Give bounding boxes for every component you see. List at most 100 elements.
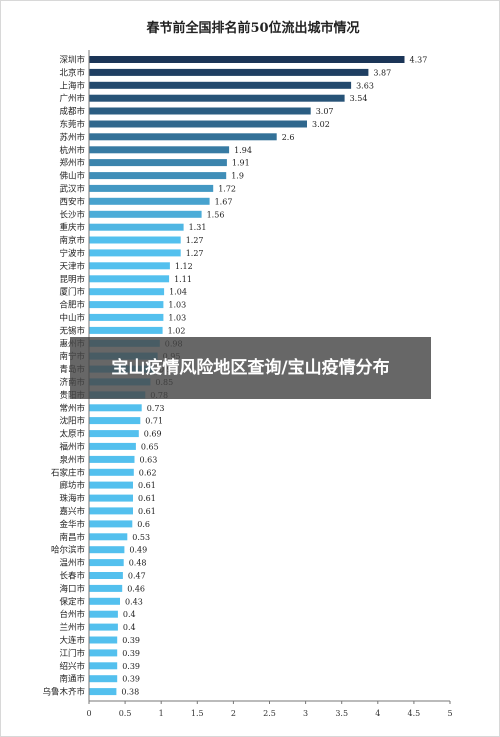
category-label: 成都市 xyxy=(59,106,85,117)
bar xyxy=(89,520,133,528)
category-label: 重庆市 xyxy=(59,222,85,233)
category-label: 江门市 xyxy=(59,648,85,659)
value-label: 0.39 xyxy=(122,662,140,671)
value-label: 3.02 xyxy=(312,120,330,129)
x-tick-label: 4 xyxy=(375,709,380,718)
value-label: 3.63 xyxy=(356,81,374,90)
category-label: 西安市 xyxy=(59,196,85,207)
category-label: 常州市 xyxy=(59,403,85,414)
bars-layer: 深圳市 4.37 北京市 3.87 上海市 3.63 广州市 3.54 成都市 3.07 东莞市 3.… xyxy=(42,55,427,698)
bar xyxy=(89,546,125,554)
x-tick-label: 2 xyxy=(231,709,236,718)
category-label: 嘉兴市 xyxy=(59,506,85,517)
x-tick-label: 0 xyxy=(86,709,91,718)
value-label: 4.37 xyxy=(410,56,428,65)
bar xyxy=(89,159,227,167)
bar xyxy=(89,455,135,463)
value-label: 0.6 xyxy=(137,520,150,529)
category-label: 大连市 xyxy=(59,635,85,646)
value-label: 1.02 xyxy=(168,326,186,335)
bar xyxy=(89,262,170,270)
value-label: 1.94 xyxy=(234,146,252,155)
value-label: 0.65 xyxy=(141,442,159,451)
category-label: 海口市 xyxy=(59,583,85,594)
overlay-caption: 宝山疫情风险地区查询/宝山疫情分布 xyxy=(111,358,390,378)
bar xyxy=(89,223,184,231)
value-label: 0.49 xyxy=(129,546,147,555)
bar xyxy=(89,249,181,257)
category-label: 保定市 xyxy=(59,596,85,607)
value-label: 0.61 xyxy=(138,481,156,490)
bar xyxy=(89,275,170,283)
value-label: 0.39 xyxy=(122,675,140,684)
bar xyxy=(89,481,133,489)
category-label: 兰州市 xyxy=(59,622,85,633)
category-label: 合肥市 xyxy=(59,300,85,311)
value-label: 0.4 xyxy=(123,623,136,632)
value-label: 1.9 xyxy=(231,172,244,181)
value-label: 1.27 xyxy=(186,249,204,258)
bar xyxy=(89,107,311,115)
value-label: 1.27 xyxy=(186,236,204,245)
category-label: 杭州市 xyxy=(59,145,85,156)
category-label: 沈阳市 xyxy=(59,416,85,427)
category-label: 天津市 xyxy=(59,261,85,272)
category-label: 南通市 xyxy=(59,674,85,685)
category-label: 无锡市 xyxy=(59,325,85,336)
value-label: 0.47 xyxy=(128,572,146,581)
category-label: 昆明市 xyxy=(59,274,85,285)
category-label: 南昌市 xyxy=(59,532,85,543)
bar xyxy=(89,417,141,425)
x-tick-label: 5 xyxy=(447,709,452,718)
value-label: 1.03 xyxy=(168,301,186,310)
value-label: 1.56 xyxy=(207,210,225,219)
bar xyxy=(89,623,118,631)
x-tick-label: 4.5 xyxy=(408,709,421,718)
value-label: 2.6 xyxy=(282,133,295,142)
x-tick-label: 2.5 xyxy=(263,709,276,718)
category-label: 金华市 xyxy=(59,519,85,530)
category-label: 上海市 xyxy=(59,80,85,91)
category-label: 北京市 xyxy=(59,67,85,78)
bar xyxy=(89,649,118,657)
category-label: 石家庄市 xyxy=(51,467,86,478)
bar xyxy=(89,184,214,192)
bar xyxy=(89,610,118,618)
value-label: 1.12 xyxy=(175,262,193,271)
bar xyxy=(89,430,139,438)
x-tick-label: 3 xyxy=(303,709,308,718)
category-label: 南京市 xyxy=(59,235,85,246)
bar xyxy=(89,507,133,515)
bar xyxy=(89,301,164,309)
category-label: 郑州市 xyxy=(59,158,85,169)
value-label: 0.63 xyxy=(140,455,158,464)
bar xyxy=(89,404,142,412)
value-label: 0.43 xyxy=(125,597,143,606)
bar xyxy=(89,675,118,683)
bar xyxy=(89,313,164,321)
watermark-overlay: 宝山疫情风险地区查询/宝山疫情分布 xyxy=(70,337,431,399)
bar xyxy=(89,210,202,218)
bar xyxy=(89,688,117,696)
x-tick-label: 1 xyxy=(159,709,164,718)
bar xyxy=(89,584,123,592)
value-label: 0.71 xyxy=(145,417,163,426)
category-label: 长春市 xyxy=(59,571,85,582)
value-label: 1.03 xyxy=(168,313,186,322)
bar xyxy=(89,172,227,180)
bar xyxy=(89,572,123,579)
bar xyxy=(89,636,118,644)
x-tick-label: 0.5 xyxy=(119,709,132,718)
value-label: 0.38 xyxy=(121,688,139,697)
bar xyxy=(89,662,118,670)
category-label: 东莞市 xyxy=(59,119,85,130)
value-label: 1.31 xyxy=(189,223,207,232)
value-label: 1.11 xyxy=(174,275,192,284)
category-label: 广州市 xyxy=(59,93,85,104)
category-label: 中山市 xyxy=(59,312,85,323)
bar xyxy=(89,94,345,102)
category-label: 廊坊市 xyxy=(59,480,85,491)
category-label: 佛山市 xyxy=(59,171,85,182)
category-label: 长沙市 xyxy=(59,209,85,220)
category-label: 珠海市 xyxy=(59,493,85,504)
